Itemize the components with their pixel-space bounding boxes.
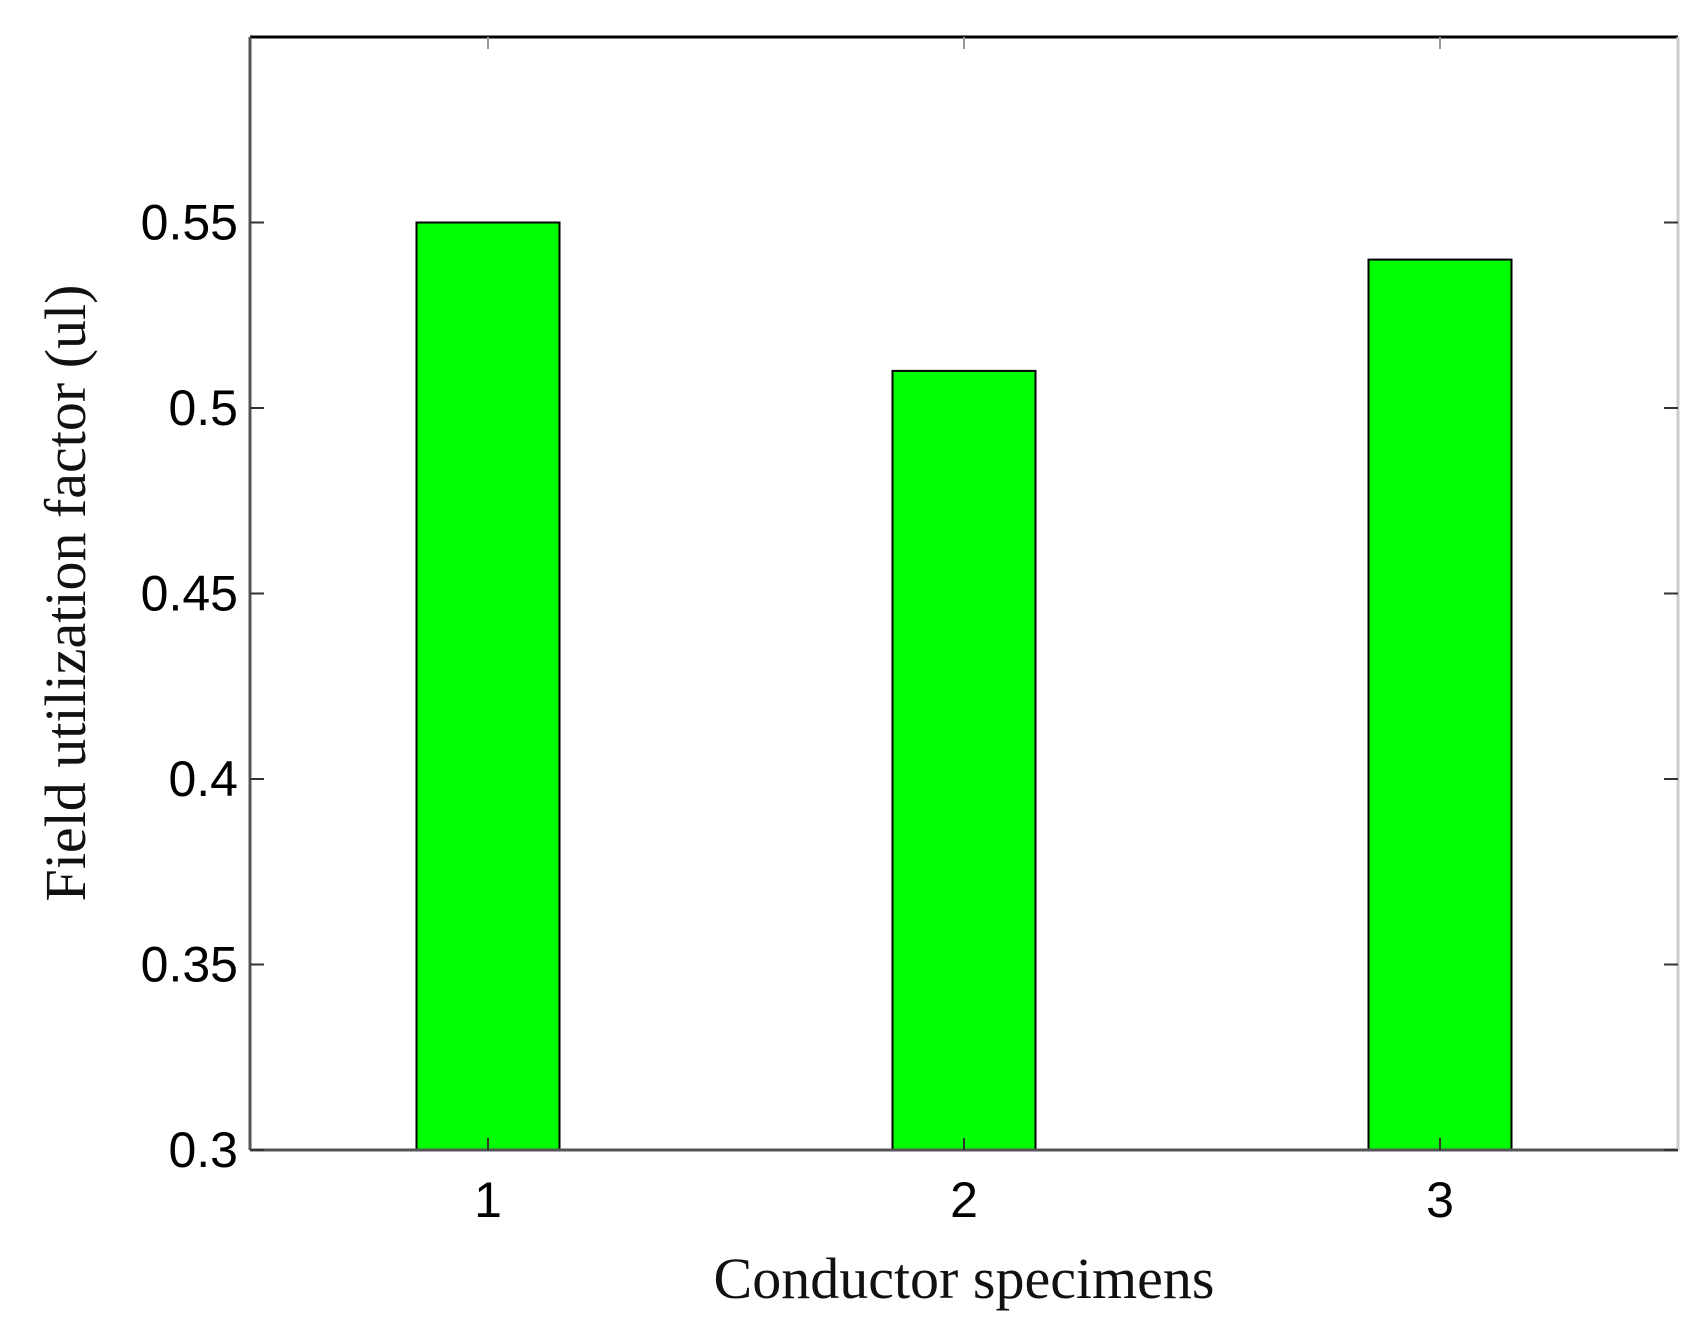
x-tick-label: 2 xyxy=(950,1172,978,1228)
y-axis-label: Field utilization factor (ul) xyxy=(33,285,98,902)
y-tick-label: 0.3 xyxy=(168,1122,238,1178)
bar-2 xyxy=(891,369,1037,1151)
y-tick-label: 0.4 xyxy=(168,751,238,807)
bars-group xyxy=(415,221,1513,1152)
x-tick-label: 1 xyxy=(474,1172,502,1228)
x-ticks-group: 1 2 3 xyxy=(474,37,1454,1228)
x-tick-label: 3 xyxy=(1426,1172,1454,1228)
y-tick-label: 0.5 xyxy=(168,380,238,436)
bar-3 xyxy=(1367,258,1513,1152)
y-ticks-group: 0.3 0.35 0.4 0.45 0.5 0.55 xyxy=(141,195,1678,1178)
y-tick-label: 0.35 xyxy=(141,937,238,993)
x-axis-label: Conductor specimens xyxy=(714,1246,1215,1311)
bar-1 xyxy=(415,221,561,1151)
y-tick-label: 0.45 xyxy=(141,566,238,622)
y-tick-label: 0.55 xyxy=(141,195,238,251)
